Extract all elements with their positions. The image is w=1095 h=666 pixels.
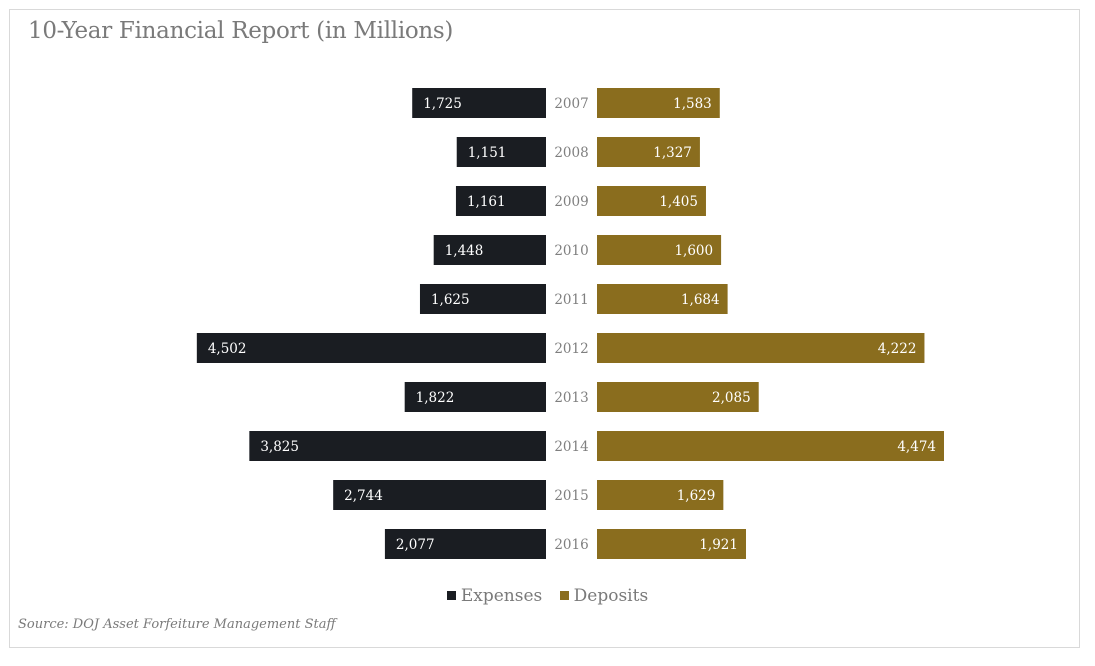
deposits-bar-2012 bbox=[597, 333, 925, 363]
expenses-value-label-2007: 1,725 bbox=[423, 96, 462, 112]
deposits-bar-2014 bbox=[597, 431, 944, 461]
expenses-value-label-2014: 3,825 bbox=[260, 439, 299, 455]
deposits-value-label-2008: 1,327 bbox=[653, 145, 692, 161]
legend-swatch-deposits bbox=[559, 591, 569, 600]
deposits-value-label-2012: 4,222 bbox=[878, 341, 917, 357]
deposits-value-label-2011: 1,684 bbox=[681, 292, 720, 308]
deposits-value-label-2007: 1,583 bbox=[673, 96, 712, 112]
legend: Expenses Deposits bbox=[0, 586, 1095, 606]
chart-title: 10-Year Financial Report (in Millions) bbox=[28, 18, 454, 44]
deposits-bar-2016 bbox=[597, 529, 746, 559]
expenses-value-label-2012: 4,502 bbox=[208, 341, 247, 357]
expenses-bar-2012 bbox=[196, 333, 546, 363]
deposits-value-label-2010: 1,600 bbox=[674, 243, 713, 259]
deposits-bar-2007 bbox=[597, 88, 720, 118]
expenses-value-label-2009: 1,161 bbox=[467, 194, 506, 210]
legend-swatch-expenses bbox=[446, 591, 456, 600]
expenses-bar-2014 bbox=[249, 431, 546, 461]
source-note: Source: DOJ Asset Forfeiture Management … bbox=[18, 617, 336, 632]
expenses-bar-2013 bbox=[404, 382, 546, 412]
expenses-value-label-2015: 2,744 bbox=[344, 488, 383, 504]
year-label-2011: 2011 bbox=[554, 292, 588, 308]
year-label-2012: 2012 bbox=[554, 341, 588, 357]
year-label-2016: 2016 bbox=[554, 537, 588, 553]
deposits-value-label-2009: 1,405 bbox=[659, 194, 698, 210]
deposits-bar-2010 bbox=[597, 235, 722, 265]
deposits-value-label-2016: 1,921 bbox=[699, 537, 738, 553]
expenses-bar-2015 bbox=[333, 480, 546, 510]
expenses-bar-2009 bbox=[455, 186, 546, 216]
year-label-2013: 2013 bbox=[554, 390, 588, 406]
expenses-bar-2016 bbox=[384, 529, 546, 559]
deposits-value-label-2013: 2,085 bbox=[712, 390, 751, 406]
deposits-bar-2008 bbox=[597, 137, 700, 167]
legend-label-expenses: Expenses bbox=[460, 586, 543, 606]
expenses-bar-2011 bbox=[419, 284, 546, 314]
year-label-2014: 2014 bbox=[554, 439, 588, 455]
diverging-bar-chart: 1,725 1,583 2007 1,151 1,327 2008 1,161 1,405 20… bbox=[196, 88, 944, 559]
year-label-2009: 2009 bbox=[554, 194, 588, 210]
year-label-2010: 2010 bbox=[554, 243, 588, 259]
year-label-2008: 2008 bbox=[554, 145, 588, 161]
expenses-bar-2010 bbox=[433, 235, 546, 265]
year-label-2015: 2015 bbox=[554, 488, 588, 504]
expenses-value-label-2008: 1,151 bbox=[468, 145, 507, 161]
year-label-2007: 2007 bbox=[554, 96, 588, 112]
expenses-value-label-2010: 1,448 bbox=[445, 243, 484, 259]
expenses-bar-2007 bbox=[412, 88, 546, 118]
deposits-bar-2011 bbox=[597, 284, 728, 314]
legend-label-deposits: Deposits bbox=[573, 586, 649, 606]
deposits-bar-2013 bbox=[597, 382, 759, 412]
deposits-value-label-2014: 4,474 bbox=[897, 439, 936, 455]
expenses-value-label-2013: 1,822 bbox=[416, 390, 455, 406]
deposits-value-label-2015: 1,629 bbox=[677, 488, 716, 504]
expenses-value-label-2011: 1,625 bbox=[431, 292, 470, 308]
expenses-bar-2008 bbox=[456, 137, 546, 167]
deposits-bar-2009 bbox=[597, 186, 706, 216]
legend-item-expenses[interactable]: Expenses bbox=[446, 586, 543, 606]
legend-item-deposits[interactable]: Deposits bbox=[559, 586, 649, 606]
expenses-value-label-2016: 2,077 bbox=[396, 537, 435, 553]
deposits-bar-2015 bbox=[597, 480, 724, 510]
